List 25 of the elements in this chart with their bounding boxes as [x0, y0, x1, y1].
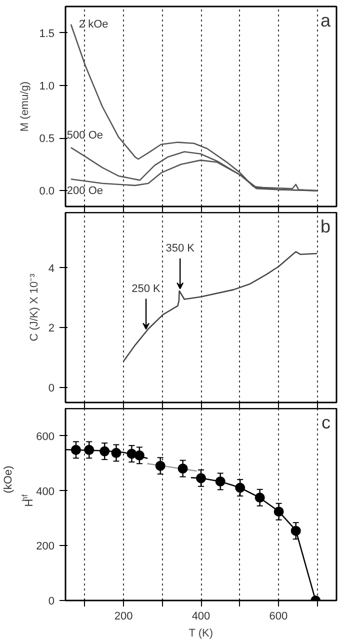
series-label: 2 kOe — [78, 18, 108, 30]
annotation: b — [320, 216, 331, 236]
y-tick-label: 200 — [36, 540, 55, 553]
y-tick-label: 600 — [36, 430, 55, 443]
y-tick-label: 0.5 — [39, 133, 55, 146]
y-tick-label: 2 — [48, 322, 55, 335]
x-axis-title: T (K) — [188, 628, 214, 640]
y-tick-label: 0.0 — [39, 186, 55, 198]
annotation: 350 K — [166, 242, 196, 254]
y-tick-label: 4 — [48, 262, 55, 275]
x-tick-label: 600 — [269, 610, 288, 622]
y-tick-label: 0 — [48, 596, 55, 608]
annotation: c — [322, 412, 330, 432]
x-tick-label: 400 — [192, 610, 210, 622]
y-axis-title: M (emu/g) — [19, 81, 32, 132]
y-tick-label: 400 — [36, 486, 55, 498]
y-tick-label: 0 — [48, 382, 55, 395]
series-label: 200 Oe — [66, 185, 104, 198]
series-label: 500 Oe — [66, 130, 104, 142]
y-tick-label: 1.0 — [39, 80, 55, 92]
y-axis-title: C (J/K) X 10⁻³ — [28, 273, 40, 342]
annotation: a — [320, 10, 332, 30]
y-tick-label: 1.5 — [39, 28, 55, 40]
annotation: 250 K — [132, 282, 162, 295]
x-tick-label: 200 — [114, 610, 133, 622]
